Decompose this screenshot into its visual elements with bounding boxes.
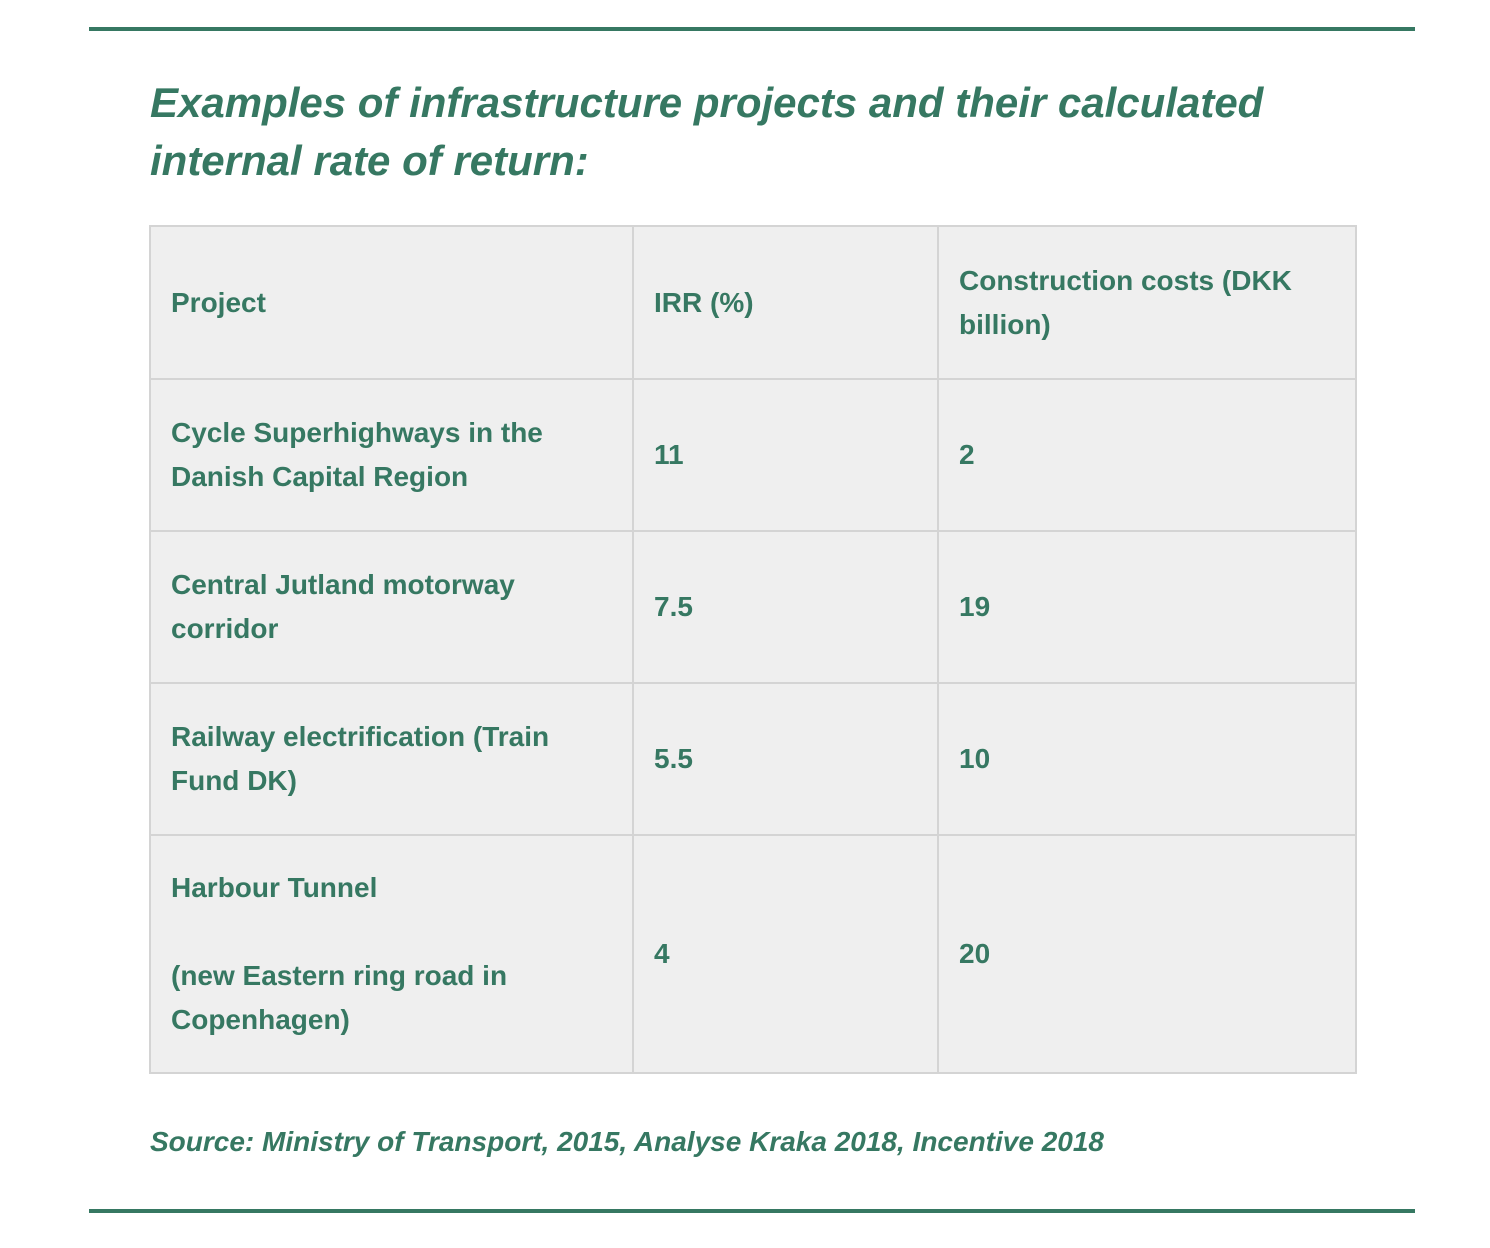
bottom-rule [89,1209,1415,1213]
table-row: Central Jutland motorway corridor 7.5 19 [149,530,1357,684]
project-name-line: Harbour Tunnel [171,872,378,903]
cell-costs: 2 [937,378,1357,532]
table-row: Cycle Superhighways in the Danish Capita… [149,378,1357,532]
project-note-line: (new Eastern ring road in Copenhagen) [171,960,508,1035]
top-rule [89,27,1415,31]
cell-irr: 4 [632,834,939,1074]
cell-costs: 10 [937,682,1357,836]
cell-irr: 5.5 [632,682,939,836]
cell-irr: 7.5 [632,530,939,684]
cell-costs: 20 [937,834,1357,1074]
cell-costs: 19 [937,530,1357,684]
table-row: Railway electrification (Train Fund DK) … [149,682,1357,836]
header-project: Project [149,225,634,380]
cell-irr: 11 [632,378,939,532]
header-costs: Construction costs (DKK billion) [937,225,1357,380]
cell-project: Railway electrification (Train Fund DK) [149,682,634,836]
header-irr: IRR (%) [632,225,939,380]
cell-project: Central Jutland motorway corridor [149,530,634,684]
projects-table: Project IRR (%) Construction costs (DKK … [149,225,1357,1074]
cell-project: Cycle Superhighways in the Danish Capita… [149,378,634,532]
source-note: Source: Ministry of Transport, 2015, Ana… [150,1126,1104,1157]
page-title: Examples of infrastructure projects and … [150,79,1264,184]
table-row: Harbour Tunnel (new Eastern ring road in… [149,834,1357,1074]
table-header-row: Project IRR (%) Construction costs (DKK … [149,225,1357,380]
cell-project: Harbour Tunnel (new Eastern ring road in… [149,834,634,1074]
